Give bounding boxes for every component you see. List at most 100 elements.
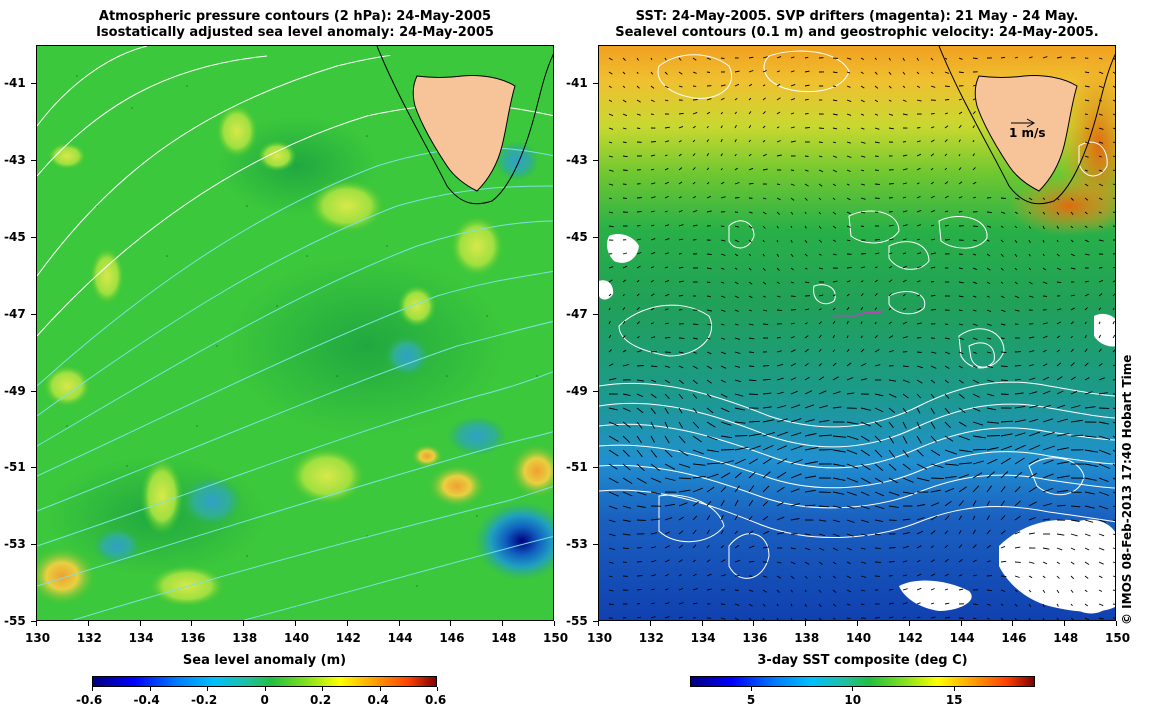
velocity-arrow	[762, 56, 768, 59]
velocity-arrow	[636, 85, 640, 89]
velocity-arrow	[832, 575, 836, 579]
velocity-arrow	[874, 616, 880, 619]
velocity-arrow	[692, 393, 698, 399]
velocity-arrow	[832, 113, 838, 116]
velocity-arrow	[720, 472, 731, 479]
velocity-arrow	[1028, 575, 1033, 579]
velocity-arrow	[692, 529, 697, 535]
velocity-arrow	[1098, 589, 1103, 592]
velocity-arrow	[762, 253, 765, 257]
left-x-tick	[398, 621, 400, 626]
velocity-arrow	[818, 267, 824, 270]
velocity-arrow	[958, 323, 964, 326]
velocity-arrow	[1084, 589, 1088, 593]
velocity-arrow	[804, 239, 808, 244]
velocity-arrow	[608, 197, 612, 200]
velocity-arrow	[1000, 603, 1004, 606]
velocity-arrow	[986, 267, 991, 271]
velocity-arrow	[1056, 447, 1069, 451]
velocity-arrow	[622, 71, 626, 75]
velocity-arrow	[1000, 433, 1013, 437]
velocity-arrow	[874, 547, 881, 550]
velocity-arrow	[608, 491, 619, 497]
right-x-tick	[1064, 621, 1066, 626]
velocity-arrow	[874, 335, 878, 339]
velocity-arrow	[888, 602, 894, 605]
velocity-arrow	[874, 141, 880, 144]
left-colorbar-tick-label: -0.6	[76, 693, 103, 707]
velocity-arrow	[720, 253, 726, 256]
velocity-arrow	[678, 71, 683, 75]
velocity-arrow	[636, 336, 640, 339]
velocity-arrow	[1070, 533, 1078, 537]
velocity-arrow	[1056, 461, 1070, 465]
velocity-arrow	[874, 561, 881, 563]
velocity-arrow	[958, 111, 963, 115]
velocity-arrow	[650, 379, 657, 383]
velocity-arrow	[902, 196, 907, 199]
velocity-arrow	[734, 167, 738, 171]
left-x-tick	[295, 621, 296, 626]
right-colorbar-tick-label: 15	[945, 693, 963, 707]
velocity-arrow	[846, 71, 851, 74]
velocity-arrow	[1042, 363, 1048, 367]
velocity-arrow	[972, 379, 980, 384]
velocity-arrow	[664, 322, 669, 325]
velocity-arrow	[1084, 435, 1097, 438]
velocity-arrow	[1028, 253, 1031, 257]
velocity-arrow	[916, 266, 922, 269]
velocity-arrow	[916, 463, 928, 470]
velocity-arrow	[1084, 293, 1090, 297]
velocity-arrow	[860, 113, 865, 116]
velocity-arrow	[916, 449, 924, 457]
left-colorbar-tick-label: 0.2	[310, 693, 332, 707]
velocity-arrow	[776, 154, 782, 157]
left-x-tick-label: 132	[76, 631, 102, 645]
velocity-arrow	[720, 267, 725, 270]
right-x-tick	[701, 621, 703, 626]
right-colorbar-title: 3-day SST composite (deg C)	[757, 653, 968, 668]
velocity-arrow	[1098, 197, 1103, 201]
velocity-arrow	[664, 140, 670, 143]
velocity-arrow	[818, 617, 822, 620]
velocity-arrow	[776, 405, 787, 409]
velocity-arrow	[832, 320, 836, 325]
velocity-arrow	[608, 533, 616, 537]
velocity-arrow	[692, 139, 696, 143]
velocity-arrow	[846, 155, 852, 158]
velocity-arrow	[832, 491, 845, 495]
velocity-arrow	[1028, 458, 1040, 465]
velocity-arrow	[608, 293, 612, 297]
velocity-arrow	[622, 99, 627, 103]
velocity-arrow	[874, 307, 878, 311]
velocity-arrow	[1070, 197, 1074, 201]
velocity-arrow	[734, 124, 737, 129]
velocity-arrow	[1098, 71, 1104, 75]
velocity-arrow	[1098, 239, 1104, 242]
velocity-arrow	[818, 155, 823, 158]
velocity-arrow	[622, 349, 627, 353]
velocity-arrow	[832, 71, 838, 74]
velocity-arrow	[958, 407, 966, 414]
velocity-arrow	[650, 141, 656, 143]
velocity-arrow	[776, 561, 782, 564]
velocity-arrow	[650, 602, 655, 605]
velocity-arrow	[958, 486, 967, 493]
velocity-arrow	[902, 421, 907, 429]
velocity-arrow	[608, 266, 614, 269]
velocity-arrow	[832, 57, 838, 59]
velocity-arrow	[790, 518, 800, 521]
velocity-arrow	[1070, 589, 1074, 593]
velocity-arrow	[608, 85, 612, 88]
velocity-arrow	[832, 391, 841, 395]
velocity-arrow	[706, 365, 713, 370]
velocity-arrow	[902, 518, 911, 521]
velocity-arrow	[846, 127, 850, 130]
right-colorbar-tick-label: 5	[746, 693, 756, 707]
velocity-arrow	[706, 588, 712, 591]
velocity-arrow	[944, 602, 950, 605]
velocity-arrow	[888, 588, 894, 591]
velocity-arrow	[1098, 421, 1109, 425]
velocity-arrow	[846, 603, 851, 606]
velocity-arrow	[734, 351, 741, 354]
